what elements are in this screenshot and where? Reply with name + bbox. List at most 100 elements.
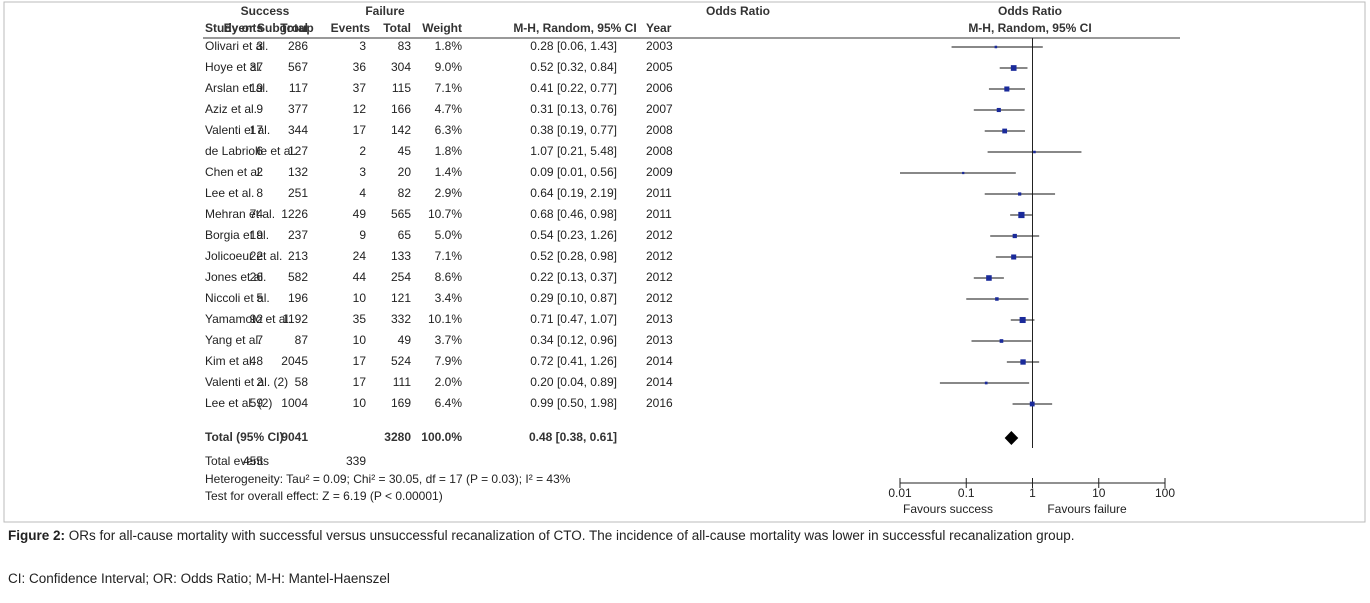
success-total: 213 (288, 249, 308, 263)
caption: Figure 2: ORs for all-cause mortality wi… (8, 527, 1360, 545)
failure-total: 45 (398, 144, 412, 158)
weight: 8.6% (435, 270, 463, 284)
total-ci: 0.48 [0.38, 0.61] (529, 430, 617, 444)
success-events: 9 (256, 102, 263, 116)
odds-ratio-ci: 0.41 [0.22, 0.77] (530, 81, 617, 95)
group-header: Odds Ratio (998, 4, 1062, 18)
failure-events: 4 (359, 186, 366, 200)
year: 2012 (646, 249, 673, 263)
failure-events: 12 (353, 102, 367, 116)
total-weight: 100.0% (421, 430, 462, 444)
favours-left: Favours success (903, 502, 993, 516)
column-header: Events (224, 21, 264, 35)
success-events: 92 (250, 312, 264, 326)
study-name: Mehran et al. (205, 207, 275, 221)
favours-right: Favours failure (1047, 502, 1127, 516)
success-events: 3 (256, 39, 263, 53)
weight: 3.4% (435, 291, 463, 305)
study-name: de Labriolle et al. (205, 144, 296, 158)
year: 2012 (646, 291, 673, 305)
year: 2008 (646, 123, 673, 137)
effect-box (1020, 359, 1026, 365)
success-events: 6 (256, 144, 263, 158)
effect-box (1018, 192, 1022, 196)
failure-total: 304 (391, 60, 411, 74)
odds-ratio-ci: 0.99 [0.50, 1.98] (530, 396, 617, 410)
study-name: Lee et al. (2) (205, 396, 272, 410)
weight: 10.1% (428, 312, 462, 326)
failure-events: 10 (353, 396, 367, 410)
year: 2011 (646, 207, 672, 221)
success-total: 286 (288, 39, 308, 53)
weight: 7.1% (435, 249, 463, 263)
odds-ratio-ci: 0.28 [0.06, 1.43] (530, 39, 617, 53)
success-events: 37 (250, 60, 264, 74)
weight: 4.7% (435, 102, 463, 116)
column-header: Events (331, 21, 371, 35)
column-header: M-H, Random, 95% CI (968, 21, 1091, 35)
success-events: 26 (250, 270, 264, 284)
weight: 7.9% (435, 354, 463, 368)
failure-total: 20 (398, 165, 412, 179)
success-total: 377 (288, 102, 308, 116)
success-total: 251 (288, 186, 308, 200)
odds-ratio-ci: 0.09 [0.01, 0.56] (530, 165, 617, 179)
study-name: Niccoli et al. (205, 291, 270, 305)
effect-box (1002, 128, 1008, 134)
total-events-failure: 339 (346, 454, 366, 468)
year: 2013 (646, 333, 673, 347)
effect-box (1004, 86, 1010, 92)
success-total: 127 (288, 144, 308, 158)
success-total: 1226 (281, 207, 308, 221)
x-tick-label: 10 (1092, 486, 1106, 500)
odds-ratio-ci: 0.20 [0.04, 0.89] (530, 375, 617, 389)
x-tick-label: 0.1 (958, 486, 975, 500)
odds-ratio-ci: 1.07 [0.21, 5.48] (530, 144, 617, 158)
x-tick-label: 0.01 (888, 486, 912, 500)
column-header: Total (383, 21, 411, 35)
success-events: 17 (250, 123, 264, 137)
success-total: 117 (289, 81, 308, 95)
odds-ratio-ci: 0.54 [0.23, 1.26] (530, 228, 617, 242)
heterogeneity: Heterogeneity: Tau² = 0.09; Chi² = 30.05… (205, 472, 571, 486)
success-total: 567 (288, 60, 308, 74)
effect-box (994, 45, 998, 49)
study-name: Arslan et al. (205, 81, 268, 95)
x-tick-label: 100 (1155, 486, 1175, 500)
effect-box (996, 107, 1001, 113)
failure-events: 3 (359, 165, 366, 179)
weight: 6.3% (435, 123, 463, 137)
failure-total: 524 (391, 354, 411, 368)
success-events: 2 (256, 165, 263, 179)
chart: Success Failure Odds Ratio Odds Ratio Study … (3, 1, 1366, 523)
success-events: 2 (256, 375, 263, 389)
failure-total: 115 (392, 81, 411, 95)
success-events: 74 (250, 207, 264, 221)
study-name: Chen et al. (205, 165, 263, 179)
failure-events: 17 (353, 123, 367, 137)
effect-box (986, 275, 992, 281)
effect-box (1012, 233, 1017, 239)
study-name: Hoye et al. (205, 60, 262, 74)
success-total: 1192 (282, 312, 308, 326)
success-total: 344 (288, 123, 308, 137)
summary-diamond (1004, 431, 1019, 445)
group-header: Failure (365, 4, 405, 18)
failure-events: 37 (353, 81, 367, 95)
odds-ratio-ci: 0.52 [0.32, 0.84] (530, 60, 617, 74)
odds-ratio-ci: 0.29 [0.10, 0.87] (530, 291, 617, 305)
study-name: Borgia et al. (205, 228, 269, 242)
study-name: Lee et al. (205, 186, 254, 200)
odds-ratio-ci: 0.71 [0.47, 1.07] (530, 312, 617, 326)
year: 2007 (646, 102, 673, 116)
effect-box (1019, 316, 1026, 324)
x-tick-label: 1 (1029, 486, 1036, 500)
odds-ratio-ci: 0.52 [0.28, 0.98] (530, 249, 617, 263)
column-header: Total (280, 21, 308, 35)
effect-box (1033, 150, 1036, 154)
study-name: Valenti et al. (2) (205, 375, 288, 389)
failure-events: 44 (353, 270, 367, 284)
year: 2005 (646, 60, 673, 74)
weight: 1.8% (435, 144, 463, 158)
